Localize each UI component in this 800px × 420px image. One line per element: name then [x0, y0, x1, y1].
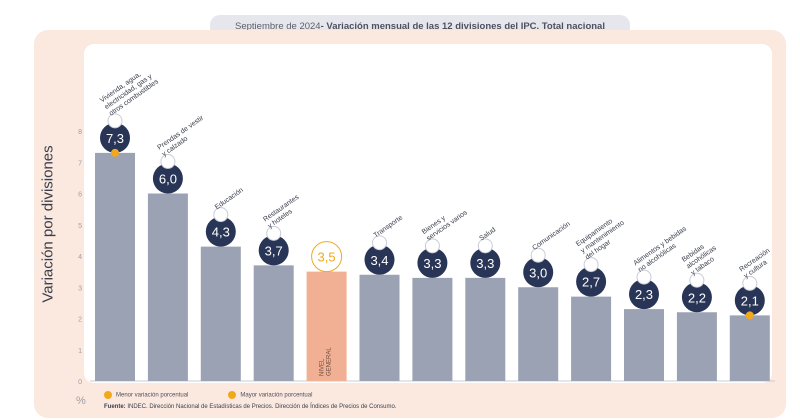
legend-item-max: Mayor variación porcentual — [228, 391, 312, 399]
y-tick-label: 3 — [78, 285, 82, 292]
category-label-line: Comunicación — [531, 221, 571, 252]
value-badge — [681, 282, 712, 313]
data-label: 2,7 — [582, 275, 600, 290]
legend: Menor variación porcentual Mayor variaci… — [104, 391, 312, 399]
unit-label: % — [76, 395, 86, 407]
category-icon — [160, 154, 176, 169]
value-badge — [629, 279, 659, 310]
category-label: Bebidasalcohólicasy tabaco — [681, 238, 723, 277]
value-badge — [205, 216, 236, 247]
bar — [147, 193, 188, 381]
category-icon — [477, 238, 493, 254]
category-icon — [424, 238, 440, 254]
min-marker — [745, 311, 754, 320]
category-label-line: Transporte — [373, 214, 405, 239]
bar — [359, 274, 400, 381]
bar — [306, 271, 347, 381]
value-badge — [417, 247, 448, 278]
category-icon — [530, 247, 546, 263]
value-badge — [470, 247, 501, 278]
y-tick-label: 8 — [78, 129, 82, 136]
category-label: Bienes yservicios varios — [421, 202, 469, 242]
legend-dot-icon — [228, 391, 237, 399]
bar — [518, 287, 559, 381]
value-badge — [364, 244, 395, 275]
value-badge — [100, 122, 130, 153]
source-text: INDEC. Dirección Nacional de Estadística… — [125, 404, 397, 410]
legend-label-max: Mayor variación porcentual — [240, 392, 313, 399]
bar — [465, 277, 506, 381]
value-badge — [734, 285, 765, 316]
bar — [200, 246, 241, 381]
category-label: Transporte — [373, 214, 405, 239]
general-bar-label-line: GENERAL — [327, 347, 333, 376]
data-label: 3,0 — [529, 265, 547, 280]
y-tick-label: 6 — [78, 192, 82, 199]
value-badge — [152, 163, 183, 194]
data-label: 4,3 — [212, 225, 230, 240]
data-label: 7,3 — [106, 131, 124, 146]
y-tick-label: 4 — [78, 254, 82, 261]
general-bar-label: NIVELGENERAL — [320, 347, 333, 376]
category-icon — [372, 235, 387, 251]
category-icon — [742, 275, 758, 291]
category-label: Prendas de vestiry calzado — [156, 114, 210, 158]
bar — [95, 152, 135, 381]
category-icon — [583, 257, 599, 273]
category-label: Recreacióny cultura — [738, 247, 776, 280]
y-tick-label: 7 — [78, 160, 82, 167]
data-label: 3,5 — [318, 250, 336, 265]
data-label: 2,3 — [635, 287, 653, 302]
legend-item-min: Menor variación porcentual — [104, 391, 188, 399]
value-badge — [523, 257, 554, 288]
source-label: Fuente: — [104, 404, 126, 410]
category-icon — [266, 225, 282, 241]
bar — [624, 309, 664, 381]
max-marker — [111, 148, 119, 157]
y-tick-label: 1 — [78, 348, 82, 355]
bar — [253, 265, 294, 381]
data-label: 2,2 — [688, 290, 706, 305]
category-icon — [107, 113, 123, 129]
bar — [571, 296, 612, 381]
data-label: 3,4 — [370, 253, 388, 268]
legend-dot-icon — [104, 391, 112, 399]
bar — [729, 315, 770, 381]
category-icon — [636, 269, 652, 285]
category-label-line: Alimentos y bebidas — [633, 225, 689, 267]
data-label: 2,1 — [741, 293, 759, 308]
category-label: Alimentos y bebidasno alcohólicas — [633, 225, 693, 274]
general-bar-label-line: NIVEL — [320, 358, 326, 376]
chart-title-text: - Variación mensual de las 12 divisiones… — [320, 20, 605, 32]
category-icon — [689, 272, 705, 288]
category-icon — [213, 207, 229, 223]
category-label: Comunicación — [531, 221, 571, 252]
category-label: Restaurantesy hoteles — [262, 194, 305, 230]
chart-title-date: Septiembre de 2024 — [235, 20, 321, 32]
data-label: 3,7 — [265, 243, 283, 258]
data-label: 6,0 — [159, 172, 177, 187]
y-tick-label: 2 — [78, 317, 82, 324]
legend-label-min: Menor variación porcentual — [116, 392, 189, 399]
category-label: Vivienda, agua,electricidad, gas yotros … — [99, 65, 160, 118]
y-tick-label: 5 — [78, 223, 82, 230]
data-label: 3,3 — [476, 256, 494, 271]
bar — [676, 312, 717, 381]
source-note: Fuente: INDEC. Dirección Nacional de Est… — [104, 404, 396, 410]
value-badge — [311, 241, 343, 273]
category-label: Equipamientoy mantenimientodel hogar — [575, 213, 630, 261]
y-tick-label: 0 — [78, 379, 82, 386]
category-label-line: Educación — [214, 187, 245, 212]
value-badge — [576, 266, 607, 297]
value-badge — [258, 235, 289, 266]
data-label: 3,3 — [423, 256, 441, 271]
category-label: Educación — [214, 187, 245, 212]
bar — [412, 277, 453, 381]
